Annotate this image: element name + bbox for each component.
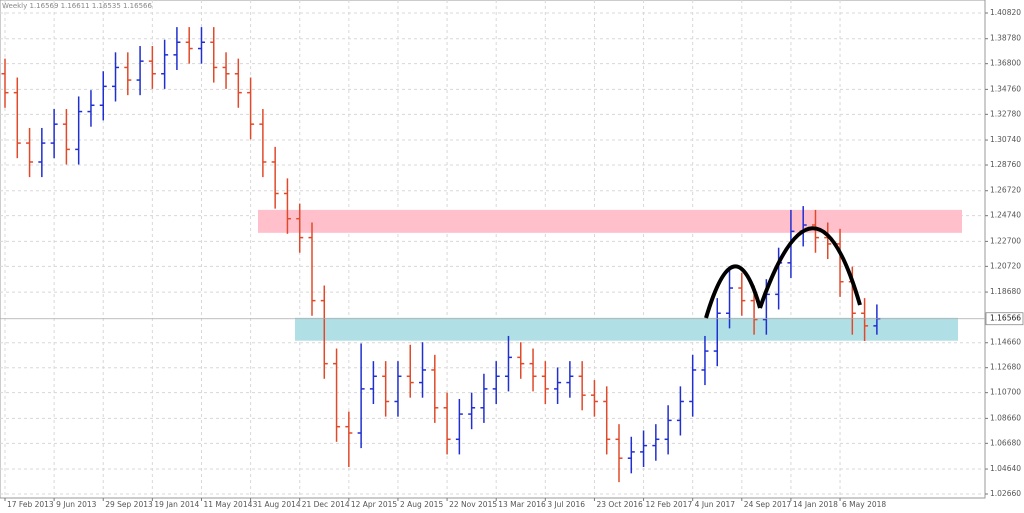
y-tick-label: 1.10700 xyxy=(990,388,1021,397)
y-tick-label: 1.04640 xyxy=(990,464,1021,473)
x-tick-label: 13 Mar 2016 xyxy=(498,500,546,509)
y-tick-label: 1.30740 xyxy=(990,135,1021,144)
y-tick-label: 1.28760 xyxy=(990,160,1021,169)
x-tick-label: 6 May 2018 xyxy=(842,500,886,509)
x-tick-label: 14 Jan 2018 xyxy=(793,500,838,509)
x-tick-label: 17 Feb 2013 xyxy=(7,500,54,509)
y-tick-label: 1.12680 xyxy=(990,363,1021,372)
pattern-arc xyxy=(704,264,762,319)
x-tick-label: 29 Sep 2013 xyxy=(105,500,153,509)
x-tick-label: 2 Aug 2015 xyxy=(400,500,443,509)
x-tick-label: 22 Nov 2015 xyxy=(449,500,497,509)
x-tick-label: 19 Jan 2014 xyxy=(154,500,199,509)
header-info: Weekly 1.16569 1.16611 1.16535 1.16566 xyxy=(2,2,152,10)
axes: 1.40820 1.38780 1.36800 1.34760 1.32780 1.307… xyxy=(0,8,1024,509)
x-tick-label: 4 Jun 2017 xyxy=(695,500,736,509)
x-tick-label: 31 Aug 2014 xyxy=(253,500,301,509)
x-tick-label: 23 Oct 2016 xyxy=(596,500,643,509)
pattern-arc xyxy=(758,226,862,309)
x-tick-label: 11 May 2014 xyxy=(203,500,252,509)
y-tick-label: 1.08660 xyxy=(990,413,1021,422)
y-tick-label: 1.24740 xyxy=(990,211,1021,220)
y-tick-label: 1.20720 xyxy=(990,261,1021,270)
y-tick-label: 1.40820 xyxy=(990,8,1021,17)
x-tick-label: 12 Feb 2017 xyxy=(646,500,693,509)
x-tick-label: 3 Jul 2016 xyxy=(547,500,585,509)
price-zone xyxy=(295,317,958,341)
x-tick-label: 9 Jun 2013 xyxy=(56,500,97,509)
price-zone xyxy=(258,209,962,233)
y-tick-label: 1.34760 xyxy=(990,84,1021,93)
y-tick-label: 1.18680 xyxy=(990,287,1021,296)
x-tick-label: 24 Sep 2017 xyxy=(744,500,792,509)
y-tick-label: 1.22700 xyxy=(990,236,1021,245)
y-tick-label: 1.32780 xyxy=(990,109,1021,118)
bars xyxy=(1,27,881,483)
zones xyxy=(258,209,962,341)
current-price-box xyxy=(985,312,1024,326)
x-tick-label: 12 Apr 2015 xyxy=(351,500,398,509)
current-price-label: 1.16566 xyxy=(990,314,1021,323)
y-tick-label: 1.38780 xyxy=(990,34,1021,43)
y-tick-label: 1.02660 xyxy=(990,489,1021,498)
x-tick-label: 21 Dec 2014 xyxy=(302,500,350,509)
y-tick-label: 1.26720 xyxy=(990,186,1021,195)
y-tick-label: 1.14660 xyxy=(990,338,1021,347)
y-tick-label: 1.36800 xyxy=(990,59,1021,68)
y-tick-label: 1.06680 xyxy=(990,438,1021,447)
